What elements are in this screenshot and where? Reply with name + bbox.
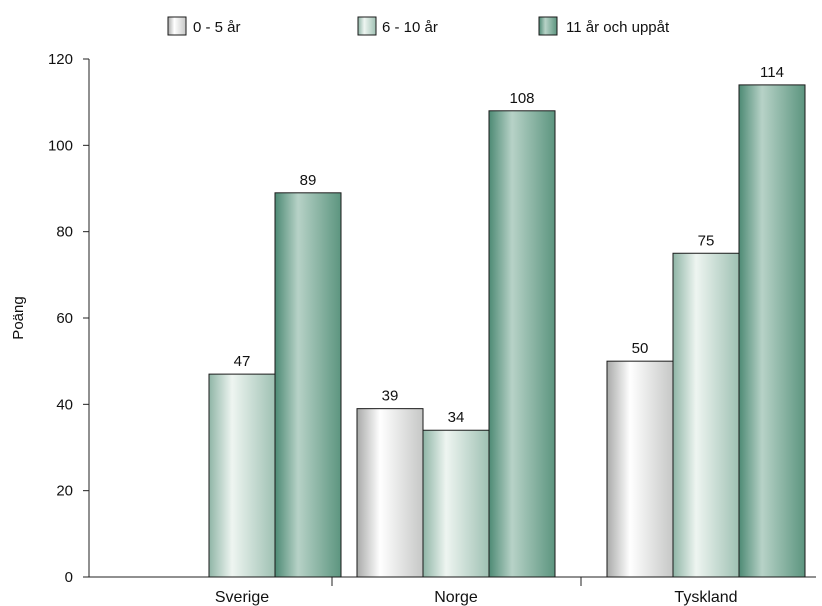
data-label: 50 — [632, 340, 649, 357]
legend-label: 0 - 5 år — [193, 19, 241, 36]
bars — [208, 84, 806, 578]
legend-swatch — [167, 16, 187, 36]
bar — [738, 84, 806, 578]
y-tick-label: 120 — [48, 51, 73, 68]
data-label: 108 — [509, 90, 534, 107]
bar — [356, 408, 424, 578]
bar — [274, 192, 342, 578]
legend-label: 6 - 10 år — [382, 19, 438, 36]
data-label: 39 — [382, 388, 399, 405]
y-tick-label: 80 — [56, 224, 73, 241]
y-tick-label: 60 — [56, 310, 73, 327]
data-label: 75 — [698, 232, 715, 249]
y-tick-label: 20 — [56, 483, 73, 500]
x-tick-label: Norge — [434, 589, 478, 606]
x-tick-label: Tyskland — [674, 589, 737, 606]
legend-label: 11 år och uppåt — [566, 19, 670, 36]
x-tick-label: Sverige — [215, 589, 269, 606]
y-tick-label: 40 — [56, 396, 73, 413]
data-label: 34 — [448, 409, 465, 426]
bar — [488, 110, 556, 578]
bar — [672, 252, 740, 578]
data-label: 47 — [234, 353, 251, 370]
bar — [606, 360, 674, 578]
y-tick-label: 100 — [48, 137, 73, 154]
legend: 0 - 5 år 6 - 10 år 11 år och uppåt — [167, 16, 670, 36]
data-label: 114 — [760, 64, 784, 81]
labels: Sverige 47 89 Norge 39 34 108 Tyskland 50 75 114 — [215, 64, 784, 606]
bar — [422, 429, 490, 578]
bar — [208, 373, 276, 578]
legend-swatch — [357, 16, 377, 36]
legend-swatch — [538, 16, 558, 36]
y-tick-label: 0 — [65, 569, 73, 586]
data-label: 89 — [300, 172, 317, 189]
y-axis-label: Poäng — [10, 296, 27, 339]
